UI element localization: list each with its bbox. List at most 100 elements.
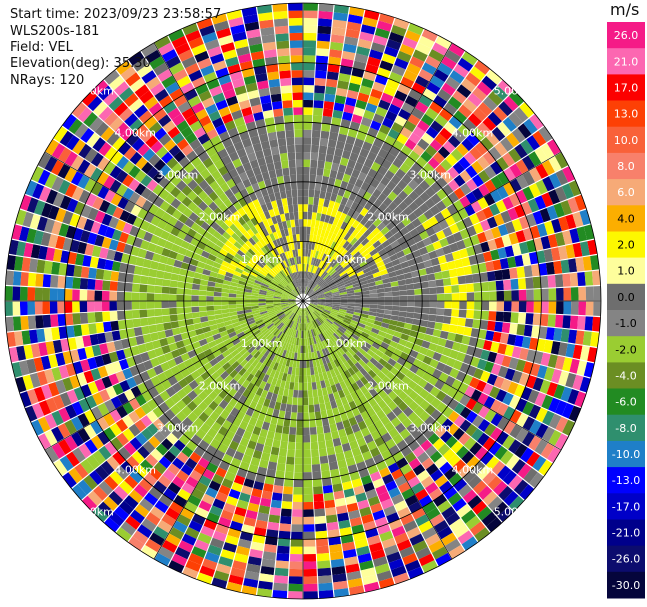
gate-cell	[358, 319, 367, 325]
gate-cell	[392, 196, 403, 206]
gate-cell	[236, 410, 246, 421]
gate-cell	[259, 164, 268, 174]
gate-cell	[33, 386, 46, 402]
gate-cell	[62, 113, 77, 130]
gate-cell	[526, 289, 534, 301]
gate-cell	[155, 323, 165, 332]
gate-cell	[470, 356, 480, 368]
gate-cell	[316, 538, 329, 547]
gate-cell	[437, 337, 447, 347]
gate-cell	[486, 456, 500, 471]
gate-cell	[308, 322, 313, 330]
gate-cell	[286, 396, 293, 405]
gate-cell	[415, 368, 426, 378]
gate-cell	[274, 115, 284, 125]
gate-cell	[400, 445, 413, 457]
gate-cell	[337, 327, 346, 334]
gate-cell	[308, 196, 314, 205]
gate-cell	[267, 521, 280, 531]
colorbar: 26.021.017.013.010.08.06.04.02.01.00.0-1…	[607, 22, 645, 599]
gate-cell	[254, 369, 262, 379]
gate-cell	[319, 315, 327, 321]
gate-cell	[272, 362, 279, 371]
gate-cell	[203, 396, 214, 406]
gate-cell	[347, 14, 363, 24]
gate-cell	[330, 311, 338, 317]
gate-cell	[275, 168, 283, 178]
gate-cell	[470, 328, 480, 338]
gate-cell	[324, 291, 332, 296]
gate-cell	[369, 293, 378, 298]
gate-cell	[303, 271, 305, 279]
gate-cell	[128, 165, 141, 179]
gate-cell	[236, 290, 245, 295]
colorbar-tick-label: 1.0	[617, 265, 635, 278]
gate-cell	[284, 243, 290, 252]
gate-cell	[293, 479, 303, 488]
gate-cell	[556, 287, 564, 301]
gate-cell	[153, 364, 164, 376]
gate-cell	[248, 258, 257, 266]
gate-cell	[465, 72, 481, 87]
gate-cell	[263, 210, 271, 220]
gate-cell	[429, 294, 438, 301]
gate-cell	[233, 141, 244, 152]
gate-cell	[280, 508, 292, 517]
gate-cell	[372, 81, 386, 93]
gate-cell	[198, 390, 208, 401]
gate-cell	[478, 329, 487, 340]
gate-cell	[173, 150, 186, 163]
gate-cell	[281, 160, 289, 169]
gate-cell	[228, 308, 237, 313]
gate-cell	[435, 200, 447, 212]
gate-cell	[218, 326, 227, 333]
gate-cell	[173, 494, 188, 508]
gate-cell	[369, 542, 384, 553]
gate-cell	[154, 308, 163, 317]
gate-cell	[412, 276, 421, 284]
gate-cell	[292, 359, 297, 368]
gate-cell	[199, 211, 209, 222]
gate-cell	[453, 187, 466, 200]
gate-cell	[293, 241, 298, 250]
gate-cell	[220, 549, 235, 560]
gate-cell	[337, 80, 349, 90]
gate-cell	[344, 314, 353, 320]
gate-cell	[195, 507, 209, 519]
gate-cell	[113, 102, 129, 117]
gate-cell	[15, 376, 27, 393]
gate-cell	[398, 390, 408, 401]
gate-cell	[38, 400, 51, 416]
gate-cell	[109, 179, 122, 193]
gate-cell	[206, 226, 216, 236]
gate-cell	[293, 264, 297, 273]
gate-cell	[430, 120, 444, 133]
gate-cell	[389, 340, 399, 349]
gate-cell	[511, 218, 523, 232]
gate-cell	[108, 351, 119, 363]
gate-cell	[322, 221, 329, 231]
gate-cell	[369, 331, 378, 339]
gate-cell	[359, 316, 368, 322]
gate-cell	[32, 183, 45, 199]
gate-cell	[313, 311, 320, 317]
gate-cell	[217, 148, 229, 159]
gate-cell	[19, 194, 32, 211]
gate-cell	[307, 264, 311, 272]
gate-cell	[362, 401, 372, 411]
gate-cell	[223, 88, 236, 100]
gate-cell	[329, 543, 343, 553]
gate-cell	[214, 186, 224, 197]
gate-cell	[413, 395, 425, 406]
gate-cell	[65, 313, 74, 326]
gate-cell	[339, 258, 348, 266]
gate-cell	[36, 259, 46, 274]
gate-cell	[266, 407, 274, 417]
gate-cell	[116, 432, 129, 446]
gate-cell	[266, 305, 274, 309]
gate-cell	[353, 240, 361, 249]
gate-cell	[280, 297, 289, 300]
gate-cell	[284, 326, 290, 335]
gate-cell	[355, 340, 364, 348]
gate-cell	[190, 355, 200, 365]
